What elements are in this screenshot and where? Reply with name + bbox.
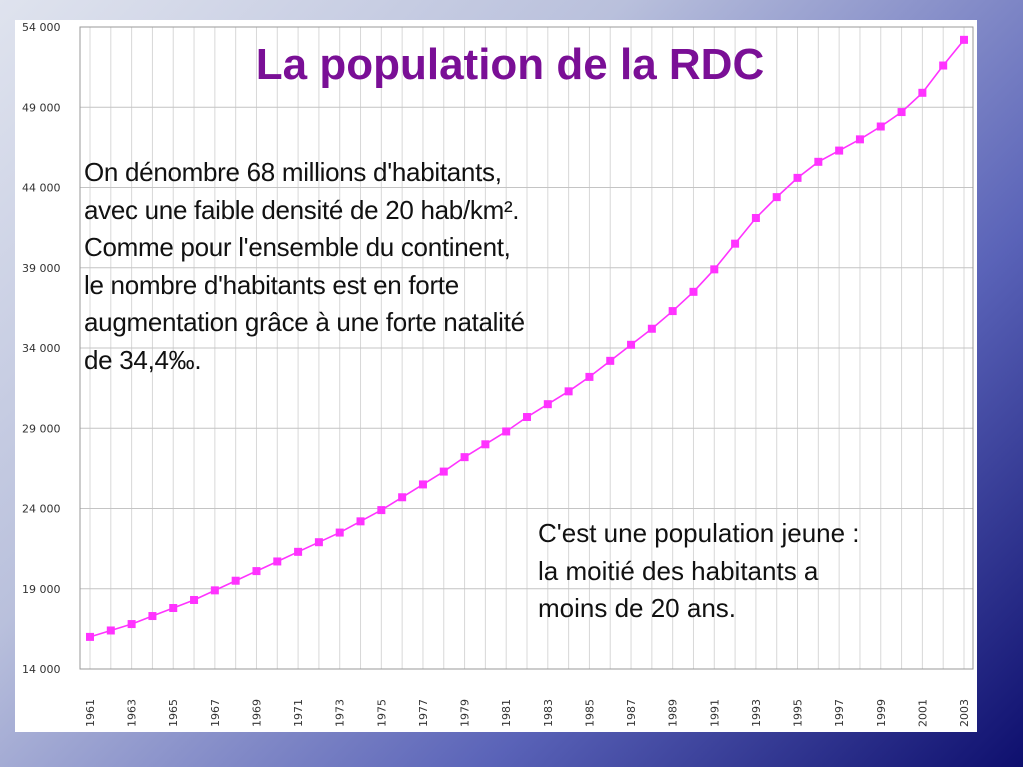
data-point-marker — [148, 612, 157, 621]
left-text-line: Comme pour l'ensemble du continent, — [84, 232, 511, 262]
left-text-block: On dénombre 68 millions d'habitants, ave… — [84, 154, 525, 379]
x-tick-label: 1973 — [334, 699, 347, 727]
data-point-marker — [439, 467, 448, 476]
data-point-marker — [689, 287, 698, 296]
data-point-marker — [294, 547, 303, 556]
data-point-marker — [86, 632, 94, 641]
y-tick-label: 14 000 — [22, 663, 61, 676]
x-tick-label: 2001 — [916, 699, 929, 727]
x-tick-label: 1985 — [583, 699, 596, 727]
data-point-marker — [606, 356, 615, 365]
data-point-marker — [731, 239, 740, 248]
data-point-marker — [814, 157, 823, 166]
x-tick-label: 1993 — [750, 699, 763, 727]
data-point-marker — [627, 340, 636, 349]
data-point-marker — [523, 413, 531, 422]
data-point-marker — [273, 557, 282, 566]
x-tick-label: 1963 — [126, 699, 139, 727]
series-layer — [86, 35, 968, 641]
y-tick-label: 34 000 — [22, 342, 61, 355]
right-text-line: la moitié des habitants a — [538, 555, 819, 586]
data-point-marker — [377, 506, 386, 515]
y-tick-label: 24 000 — [22, 503, 61, 516]
right-text-line: C'est une population jeune : — [538, 518, 860, 548]
data-point-marker — [585, 372, 594, 381]
x-tick-label: 1961 — [84, 699, 97, 727]
y-tick-label: 54 000 — [22, 21, 61, 34]
x-tick-label: 1975 — [375, 699, 388, 727]
y-tick-label: 39 000 — [22, 262, 61, 275]
x-tick-label: 1997 — [833, 699, 846, 727]
x-tick-label: 1969 — [250, 699, 263, 727]
data-point-marker — [210, 586, 219, 595]
data-point-marker — [418, 480, 427, 489]
data-point-marker — [335, 528, 344, 537]
data-point-marker — [751, 213, 760, 222]
data-point-marker — [835, 146, 844, 155]
data-point-marker — [939, 61, 948, 70]
data-point-marker — [543, 400, 552, 409]
left-text-line: avec une faible densité de 20 hab/km². — [84, 194, 520, 225]
plot-frame — [79, 26, 974, 670]
y-tick-label: 29 000 — [22, 422, 61, 435]
data-point-marker — [772, 193, 781, 202]
data-point-marker — [106, 626, 115, 635]
x-tick-label: 1983 — [542, 699, 555, 727]
left-text-line: augmentation grâce à une forte natalité — [84, 307, 525, 337]
data-point-marker — [169, 604, 178, 613]
data-point-marker — [793, 173, 802, 182]
data-point-marker — [668, 307, 677, 316]
y-tick-label: 19 000 — [22, 583, 61, 596]
data-point-marker — [481, 440, 490, 449]
x-tick-label: 1971 — [292, 699, 305, 727]
x-tick-label: 1967 — [209, 699, 222, 727]
data-point-marker — [502, 427, 511, 436]
x-tick-label: 1991 — [708, 699, 721, 727]
data-point-marker — [918, 88, 927, 97]
x-tick-label: 1989 — [667, 699, 680, 727]
data-point-marker — [398, 493, 407, 502]
right-text-block: C'est une population jeune : la moitié d… — [538, 515, 860, 628]
data-point-marker — [647, 324, 656, 333]
x-tick-label: 1981 — [500, 699, 513, 727]
y-tick-label: 44 000 — [22, 182, 61, 195]
data-point-marker — [897, 108, 906, 117]
data-point-marker — [190, 595, 199, 604]
data-point-marker — [356, 517, 365, 526]
data-point-marker — [252, 567, 261, 576]
right-text-line: moins de 20 ans. — [538, 593, 737, 623]
y-tick-label: 49 000 — [22, 101, 61, 114]
data-point-marker — [855, 135, 864, 144]
x-tick-label: 1979 — [459, 699, 472, 727]
left-text-line: de 34,4‰. — [84, 344, 202, 375]
x-tick-label: 1965 — [167, 699, 180, 727]
chart-panel — [15, 20, 977, 732]
data-point-marker — [564, 387, 573, 396]
data-point-marker — [127, 620, 136, 629]
y-axis: 14 000 19 000 24 000 29 000 34 000 39 000 44 0… — [22, 21, 61, 676]
left-text-line: On dénombre 68 millions d'habitants, — [84, 157, 502, 187]
x-tick-label: 1987 — [625, 699, 638, 727]
data-point-marker — [460, 453, 469, 462]
data-point-marker — [710, 265, 719, 274]
data-point-marker — [876, 122, 885, 131]
x-axis: 1961 1963 1965 1967 1969 1971 1973 1975 1977 1979… — [84, 699, 971, 727]
x-tick-label: 1999 — [875, 699, 888, 727]
x-tick-label: 1995 — [792, 699, 805, 727]
slide-title: La population de la RDC — [255, 40, 765, 89]
x-tick-label: 1977 — [417, 699, 430, 727]
data-point-marker — [960, 35, 968, 44]
left-text-line: le nombre d'habitants est en forte — [84, 269, 459, 300]
x-tick-label: 2003 — [958, 699, 971, 727]
data-point-marker — [314, 538, 323, 547]
data-point-marker — [231, 576, 240, 585]
